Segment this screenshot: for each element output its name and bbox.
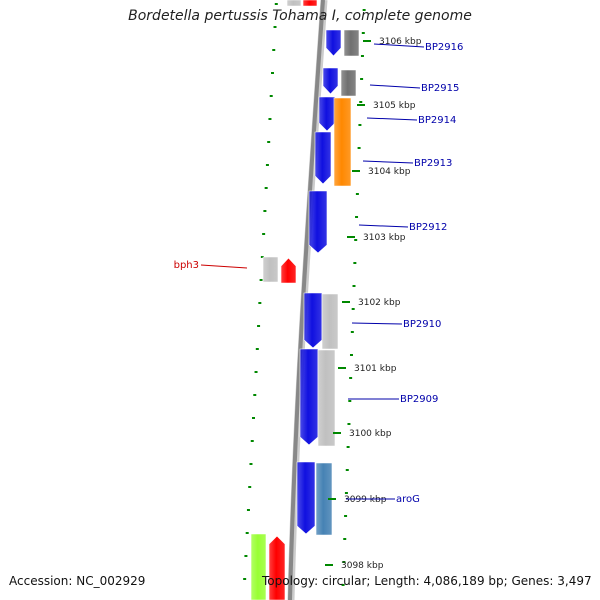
gene-label-leader xyxy=(366,117,418,121)
gene-label-bp2909: BP2909 xyxy=(400,394,438,405)
gene-feature xyxy=(317,349,336,447)
gene-feature xyxy=(296,461,316,535)
gene-feature xyxy=(268,535,286,600)
gene-feature xyxy=(340,69,357,97)
scale-tick-label: 3104 kbp xyxy=(368,167,411,177)
scale-tick-label: 3099 kbp xyxy=(344,495,387,505)
gene-label-bp2910: BP2910 xyxy=(403,319,441,330)
scale-tick-label: 3102 kbp xyxy=(358,298,401,308)
gene-label-leader xyxy=(200,264,248,269)
map-title: Bordetella pertussis Tohama I, complete … xyxy=(128,8,472,24)
scale-tick-label: 3100 kbp xyxy=(349,429,392,439)
scale-tick-label: 3101 kbp xyxy=(354,364,397,374)
gene-label-leader xyxy=(369,84,421,89)
genome-backbone xyxy=(288,0,325,600)
gene-label-arog: aroG xyxy=(396,494,420,505)
gene-feature xyxy=(325,29,342,57)
gene-feature xyxy=(315,462,333,536)
gene-label-leader xyxy=(362,160,414,164)
gene-feature xyxy=(343,29,360,57)
gene-label-leader xyxy=(373,43,425,48)
gene-feature xyxy=(322,67,339,95)
gene-feature xyxy=(308,190,328,254)
gene-label-bp2913: BP2913 xyxy=(414,158,452,169)
gene-feature xyxy=(333,97,352,187)
gene-feature xyxy=(302,0,318,7)
gene-feature xyxy=(280,257,297,284)
scale-tick-label: 3098 kbp xyxy=(341,561,384,571)
gene-feature xyxy=(299,348,319,446)
gene-label-bp2916: BP2916 xyxy=(425,42,463,53)
scale-tick-label: 3106 kbp xyxy=(379,37,422,47)
scale-tick-label: 3103 kbp xyxy=(363,233,406,243)
gene-feature xyxy=(286,0,302,7)
gene-feature xyxy=(262,256,279,283)
gene-label-bp2912: BP2912 xyxy=(409,222,447,233)
gene-label-bph3: bph3 xyxy=(174,260,199,271)
genome-summary-text: Topology: circular; Length: 4,086,189 bp… xyxy=(262,574,592,588)
gene-feature xyxy=(318,96,336,132)
accession-text: Accession: NC_002929 xyxy=(9,574,146,588)
gene-label-bp2914: BP2914 xyxy=(418,115,456,126)
scale-tick-label: 3105 kbp xyxy=(373,101,416,111)
gene-feature xyxy=(250,533,267,600)
gene-label-leader xyxy=(351,322,403,325)
gene-feature xyxy=(321,293,339,350)
gene-feature xyxy=(314,131,332,185)
gene-feature xyxy=(303,292,323,349)
gene-label-leader xyxy=(358,224,409,228)
gene-label-bp2915: BP2915 xyxy=(421,83,459,94)
